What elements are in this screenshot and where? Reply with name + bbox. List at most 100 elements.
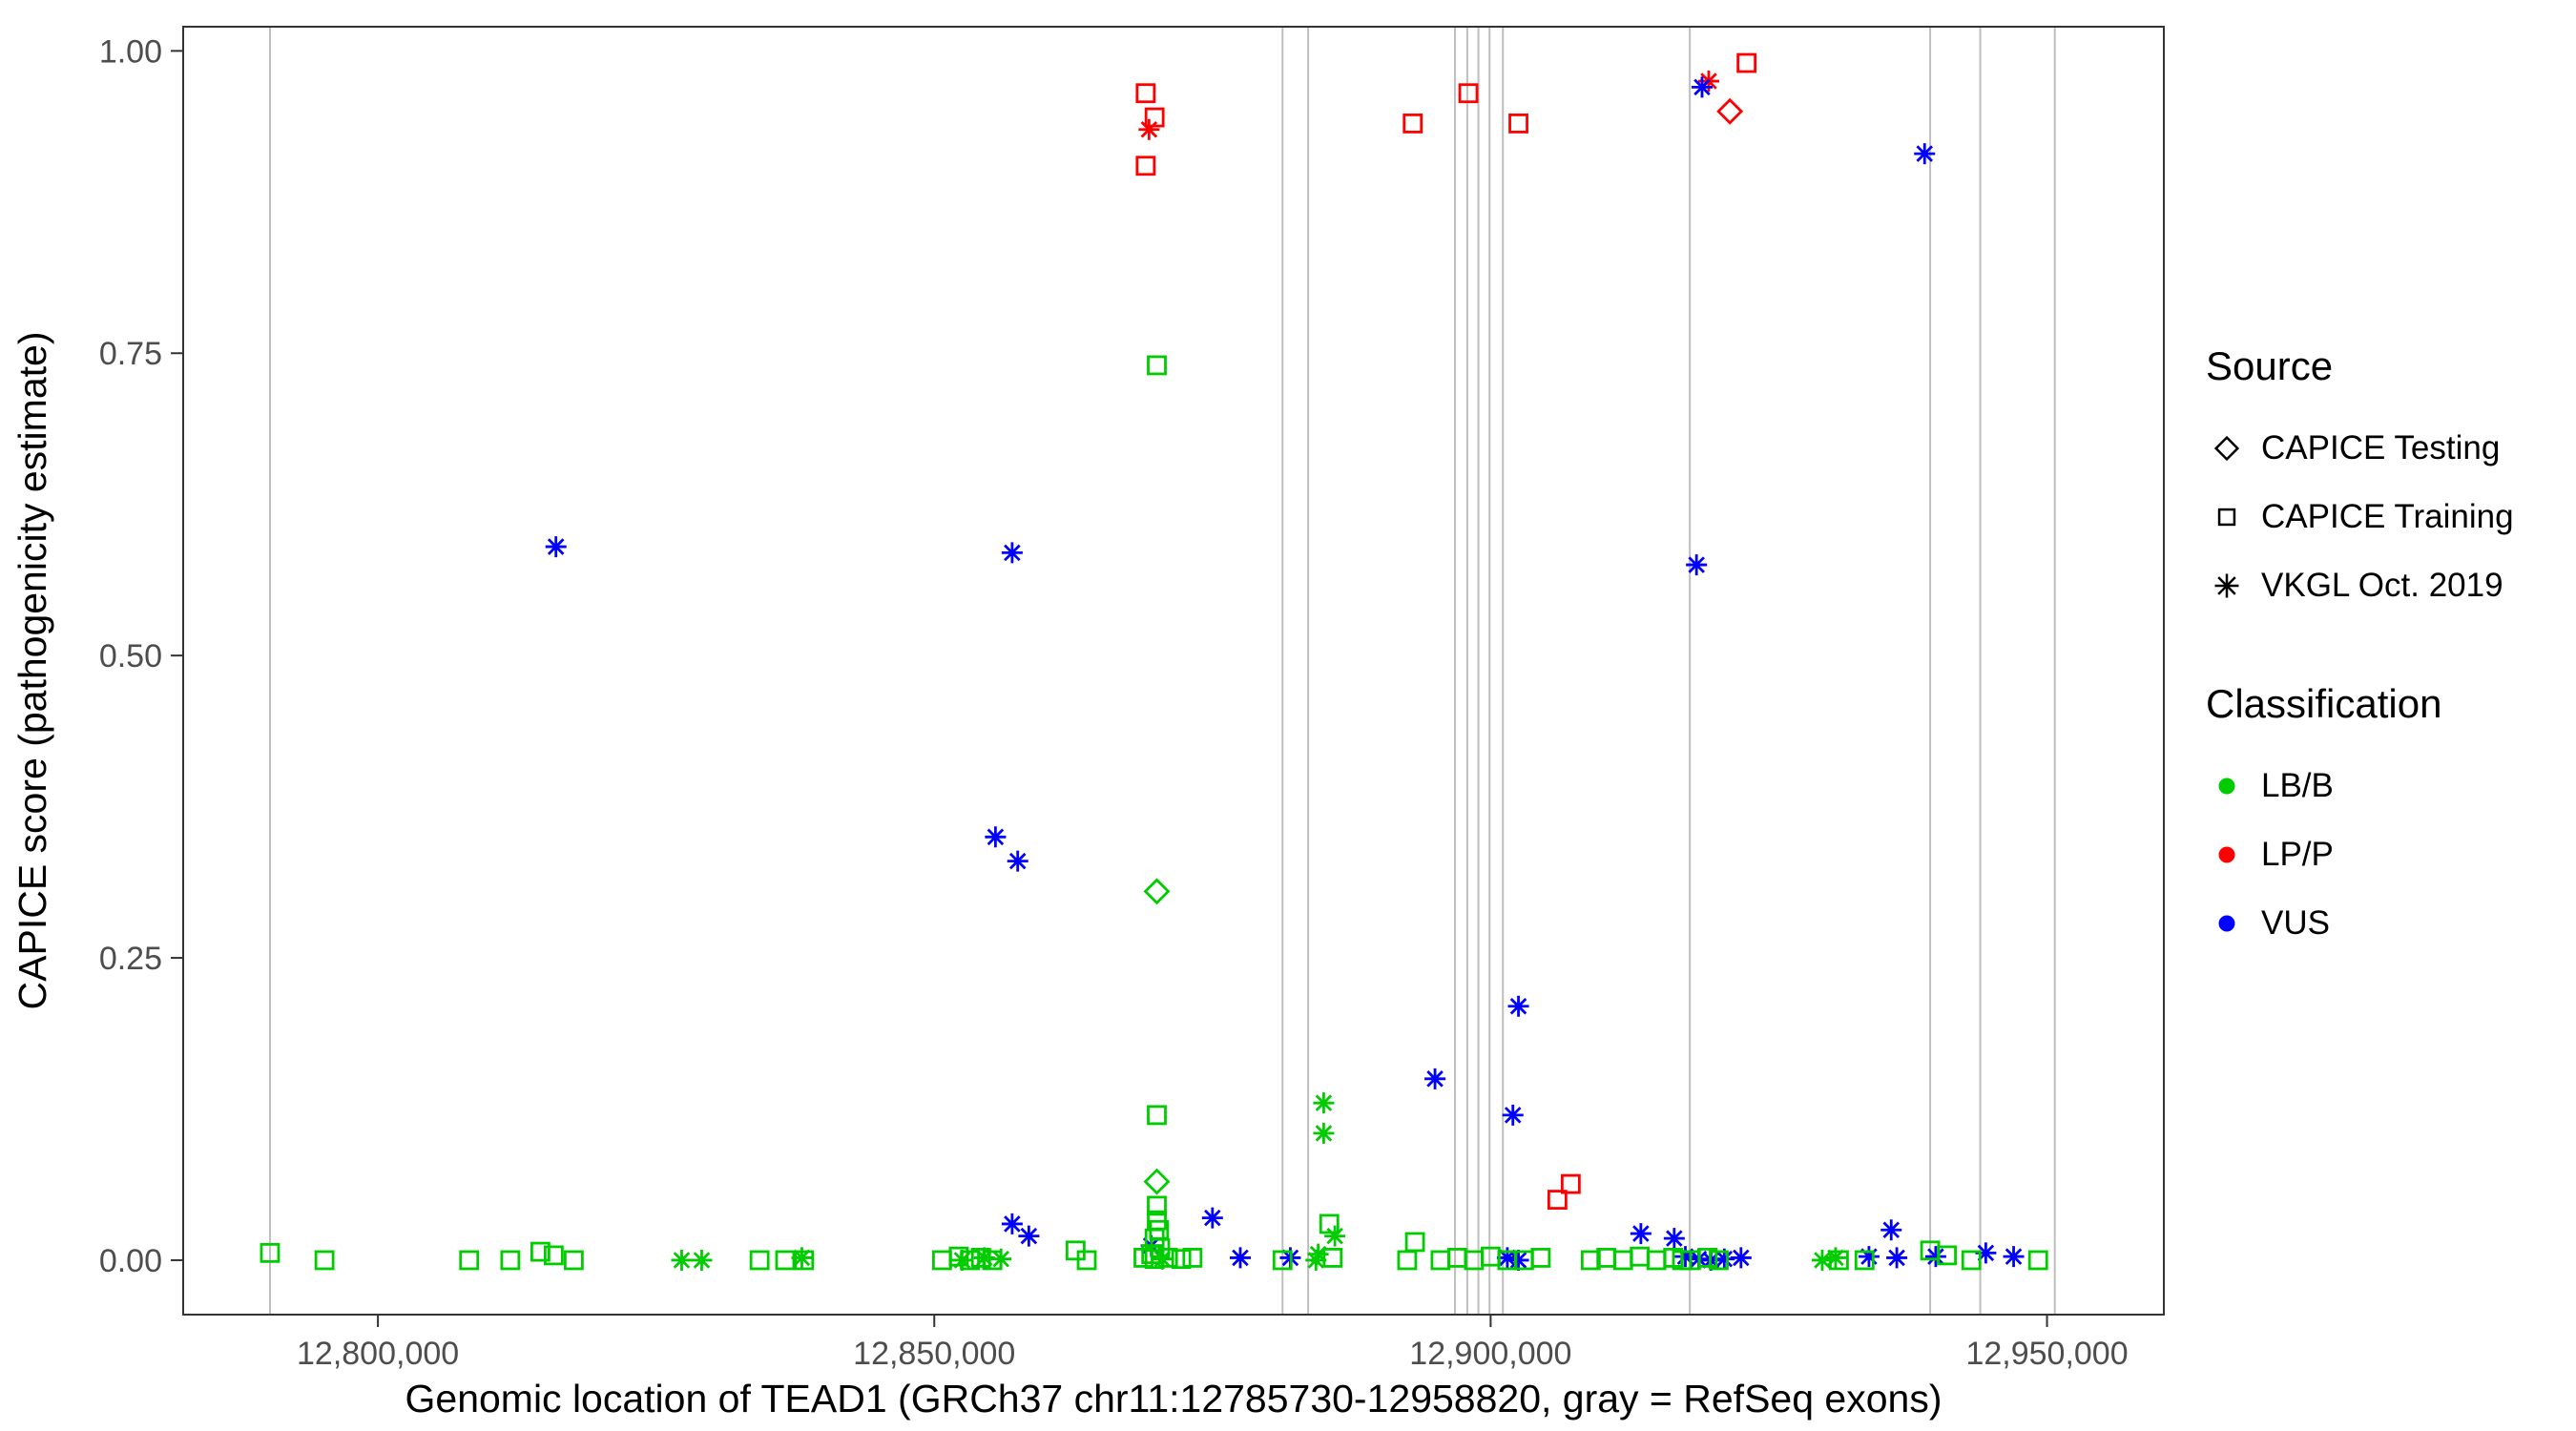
- asterisk-icon: [2206, 565, 2248, 607]
- y-axis-label: CAPICE score (pathogenicity estimate): [10, 332, 54, 1010]
- x-tick-label: 12,850,000: [853, 1336, 1015, 1372]
- legend-source-title: Source: [2206, 343, 2334, 388]
- point-square: [1147, 355, 1167, 376]
- legend-item-vus: VUS: [2206, 889, 2576, 958]
- y-tick-label: 0.00: [99, 1243, 162, 1279]
- point-asterisk: [671, 1249, 693, 1271]
- x-tick-label: 12,800,000: [297, 1336, 459, 1372]
- point-asterisk: [1858, 1246, 1880, 1268]
- point-square: [1580, 1250, 1601, 1271]
- point-diamond: [1716, 97, 1744, 125]
- point-diamond: [1143, 1168, 1171, 1195]
- point-square: [1508, 114, 1528, 134]
- red-dot-icon: [2206, 834, 2248, 876]
- point-square: [314, 1250, 335, 1271]
- point-asterisk: [1307, 1243, 1329, 1265]
- blue-dot-icon: [2206, 902, 2248, 944]
- point-asterisk: [1313, 1122, 1335, 1144]
- point-square: [1854, 1250, 1875, 1271]
- point-square: [530, 1241, 551, 1262]
- point-asterisk: [1313, 1092, 1335, 1114]
- point-asterisk: [1007, 850, 1028, 872]
- legend-section-classification: Classification LB/B LP/P: [2206, 681, 2576, 958]
- point-asterisk: [1886, 1247, 1908, 1269]
- legend-label-vkgl: VKGL Oct. 2019: [2261, 567, 2503, 604]
- point-square: [749, 1250, 770, 1271]
- point-square: [1322, 1248, 1343, 1268]
- point-asterisk: [1424, 1068, 1446, 1089]
- point-square: [1404, 1232, 1425, 1253]
- point-square: [1144, 107, 1165, 128]
- x-tick-label: 12,950,000: [1965, 1336, 2128, 1372]
- plot-panel: [182, 26, 2165, 1316]
- legend-item-vkgl: VKGL Oct. 2019: [2206, 551, 2576, 620]
- point-asterisk: [791, 1247, 813, 1269]
- point-square: [1961, 1250, 1982, 1271]
- point-square: [794, 1250, 815, 1271]
- point-asterisk: [1152, 1248, 1174, 1270]
- point-square: [1829, 1250, 1849, 1271]
- point-diamond: [1143, 878, 1171, 905]
- point-asterisk: [1686, 554, 1708, 576]
- point-square: [1147, 1195, 1167, 1216]
- point-square: [1560, 1173, 1581, 1194]
- point-square: [1319, 1213, 1340, 1234]
- point-square: [1272, 1250, 1293, 1271]
- x-axis-label: Genomic location of TEAD1 (GRCh37 chr11:…: [405, 1377, 1942, 1421]
- point-asterisk: [1018, 1225, 1040, 1247]
- point-square: [1182, 1248, 1203, 1268]
- point-square: [1402, 114, 1423, 134]
- point-square: [1135, 156, 1156, 176]
- legend: Source CAPICE Testing CAPICE Training: [2206, 343, 2576, 1019]
- point-square: [543, 1245, 564, 1266]
- point-square: [1697, 1248, 1718, 1268]
- point-asterisk: [545, 536, 567, 558]
- point-square: [1547, 1190, 1568, 1210]
- legend-item-lbb: LB/B: [2206, 752, 2576, 820]
- point-square: [260, 1242, 280, 1263]
- point-asterisk: [1924, 1246, 1946, 1268]
- diamond-icon: [2206, 427, 2248, 469]
- point-square: [1135, 83, 1156, 104]
- point-asterisk: [1975, 1242, 1997, 1264]
- point-asterisk: [1496, 1247, 1518, 1269]
- point-asterisk: [1674, 1246, 1696, 1268]
- point-asterisk: [985, 826, 1007, 848]
- point-square: [563, 1250, 584, 1271]
- legend-item-lpp: LP/P: [2206, 820, 2576, 889]
- point-square: [1709, 1250, 1729, 1271]
- point-asterisk: [1714, 1248, 1735, 1270]
- square-icon: [2206, 496, 2248, 538]
- point-square: [459, 1250, 480, 1271]
- point-asterisk: [1507, 1249, 1529, 1271]
- point-square: [2027, 1250, 2048, 1271]
- point-square: [1076, 1250, 1097, 1271]
- point-asterisk: [1138, 118, 1160, 140]
- legend-item-capice-testing: CAPICE Testing: [2206, 414, 2576, 483]
- legend-label-capice-testing: CAPICE Testing: [2261, 429, 2501, 467]
- point-asterisk: [1229, 1247, 1251, 1269]
- y-tick-label: 0.75: [99, 336, 162, 372]
- legend-item-capice-training: CAPICE Training: [2206, 483, 2576, 551]
- point-asterisk: [2003, 1246, 2025, 1268]
- point-asterisk: [1630, 1223, 1652, 1245]
- point-asterisk: [1305, 1249, 1327, 1271]
- point-asterisk: [1824, 1247, 1846, 1269]
- point-square: [1458, 83, 1479, 104]
- point-asterisk: [1811, 1249, 1833, 1271]
- point-asterisk: [1502, 1104, 1524, 1126]
- point-asterisk: [1663, 1228, 1685, 1250]
- point-square: [1736, 52, 1757, 73]
- point-asterisk: [1201, 1207, 1223, 1229]
- legend-label-capice-training: CAPICE Training: [2261, 498, 2514, 535]
- point-asterisk: [1730, 1247, 1752, 1269]
- point-asterisk: [973, 1247, 995, 1269]
- legend-label-lpp: LP/P: [2261, 836, 2334, 873]
- legend-label-vus: VUS: [2261, 904, 2330, 942]
- point-asterisk: [1880, 1219, 1902, 1241]
- legend-classification-title: Classification: [2206, 681, 2442, 726]
- legend-label-lbb: LB/B: [2261, 767, 2334, 804]
- point-asterisk: [1507, 995, 1529, 1017]
- point-asterisk: [1001, 1213, 1023, 1234]
